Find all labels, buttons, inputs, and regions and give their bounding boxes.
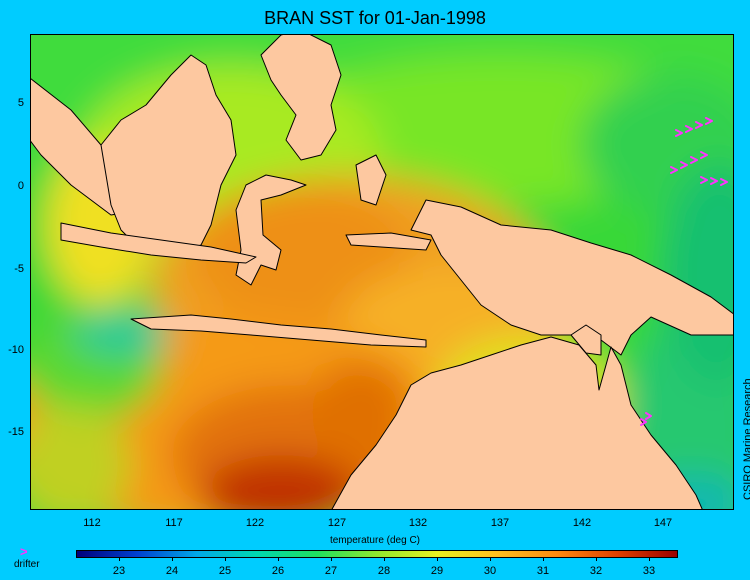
- colorbar-tick-mark: [331, 557, 332, 561]
- colorbar-tick-label: 23: [112, 565, 126, 577]
- lon-tick-label: 127: [327, 517, 347, 529]
- colorbar-tick-label: 32: [589, 565, 603, 577]
- lat-tick-label: -10: [8, 344, 24, 356]
- lon-tick-label: 137: [490, 517, 510, 529]
- drifter-marker: [670, 166, 678, 174]
- colorbar-tick-label: 31: [536, 565, 550, 577]
- drifter-marker: [680, 161, 688, 169]
- lat-tick-label: 0: [17, 180, 24, 192]
- lat-tick-label: -5: [14, 263, 24, 275]
- colorbar-tick-mark: [384, 557, 385, 561]
- land-borneo: [100, 54, 237, 256]
- colorbar-tick-mark: [543, 557, 544, 561]
- sst-map[interactable]: [30, 34, 734, 510]
- land-masses: [31, 35, 733, 509]
- sst-field: [31, 35, 733, 509]
- land-seram: [345, 232, 432, 251]
- colorbar-tick-label: 29: [430, 565, 444, 577]
- colorbar-tick-mark: [596, 557, 597, 561]
- colorbar-tick-mark: [119, 557, 120, 561]
- colorbar-label: temperature (deg C): [329, 535, 421, 546]
- land-australia: [331, 336, 703, 509]
- drifter-markers: [640, 117, 728, 426]
- land-moluccas: [355, 154, 387, 206]
- drifter-marker: [710, 177, 718, 185]
- colorbar-tick-mark: [490, 557, 491, 561]
- drifter-legend-icon: >: [20, 544, 28, 559]
- colorbar-tick-label: 27: [324, 565, 338, 577]
- colorbar-tick-label: 24: [165, 565, 179, 577]
- colorbar-tick-mark: [437, 557, 438, 561]
- colorbar-tick-mark: [172, 557, 173, 561]
- lat-tick-label: 5: [17, 97, 24, 109]
- land-philippines: [260, 35, 342, 161]
- drifter-marker: [720, 178, 728, 186]
- lon-tick-label: 132: [408, 517, 428, 529]
- drifter-marker: [700, 151, 708, 159]
- colorbar-tick-mark: [649, 557, 650, 561]
- colorbar-tick-mark: [225, 557, 226, 561]
- drifter-legend-label: drifter: [14, 559, 40, 570]
- colorbar-tick-label: 30: [483, 565, 497, 577]
- colorbar-tick-mark: [278, 557, 279, 561]
- drifter-marker: [685, 125, 693, 133]
- drifter-marker: [640, 418, 647, 426]
- drifter-marker: [675, 129, 683, 137]
- drifter-marker: [645, 412, 652, 420]
- map-title: BRAN SST for 01-Jan-1998: [264, 8, 486, 28]
- land-new-guinea: [410, 199, 733, 356]
- drifter-marker: [690, 156, 698, 164]
- lon-tick-label: 112: [83, 517, 101, 529]
- lon-tick-label: 122: [245, 517, 265, 529]
- colorbar-tick-label: 26: [271, 565, 285, 577]
- land-sundas: [130, 314, 427, 348]
- lon-tick-label: 142: [572, 517, 592, 529]
- drifter-marker: [705, 117, 713, 125]
- temperature-colorbar: [76, 550, 678, 558]
- drifter-marker: [700, 176, 708, 184]
- land-cape-york: [570, 324, 602, 356]
- sst-map-canvas: [31, 35, 733, 509]
- land-java: [60, 222, 257, 264]
- colorbar-tick-label: 25: [218, 565, 232, 577]
- colorbar-tick-label: 28: [377, 565, 391, 577]
- drifter-marker: [695, 121, 703, 129]
- lat-tick-label: -15: [8, 426, 24, 438]
- lon-tick-label: 117: [165, 517, 183, 529]
- lon-tick-label: 147: [653, 517, 673, 529]
- credit-text: CSIRO Marine Research: [742, 378, 750, 500]
- colorbar-tick-label: 33: [642, 565, 656, 577]
